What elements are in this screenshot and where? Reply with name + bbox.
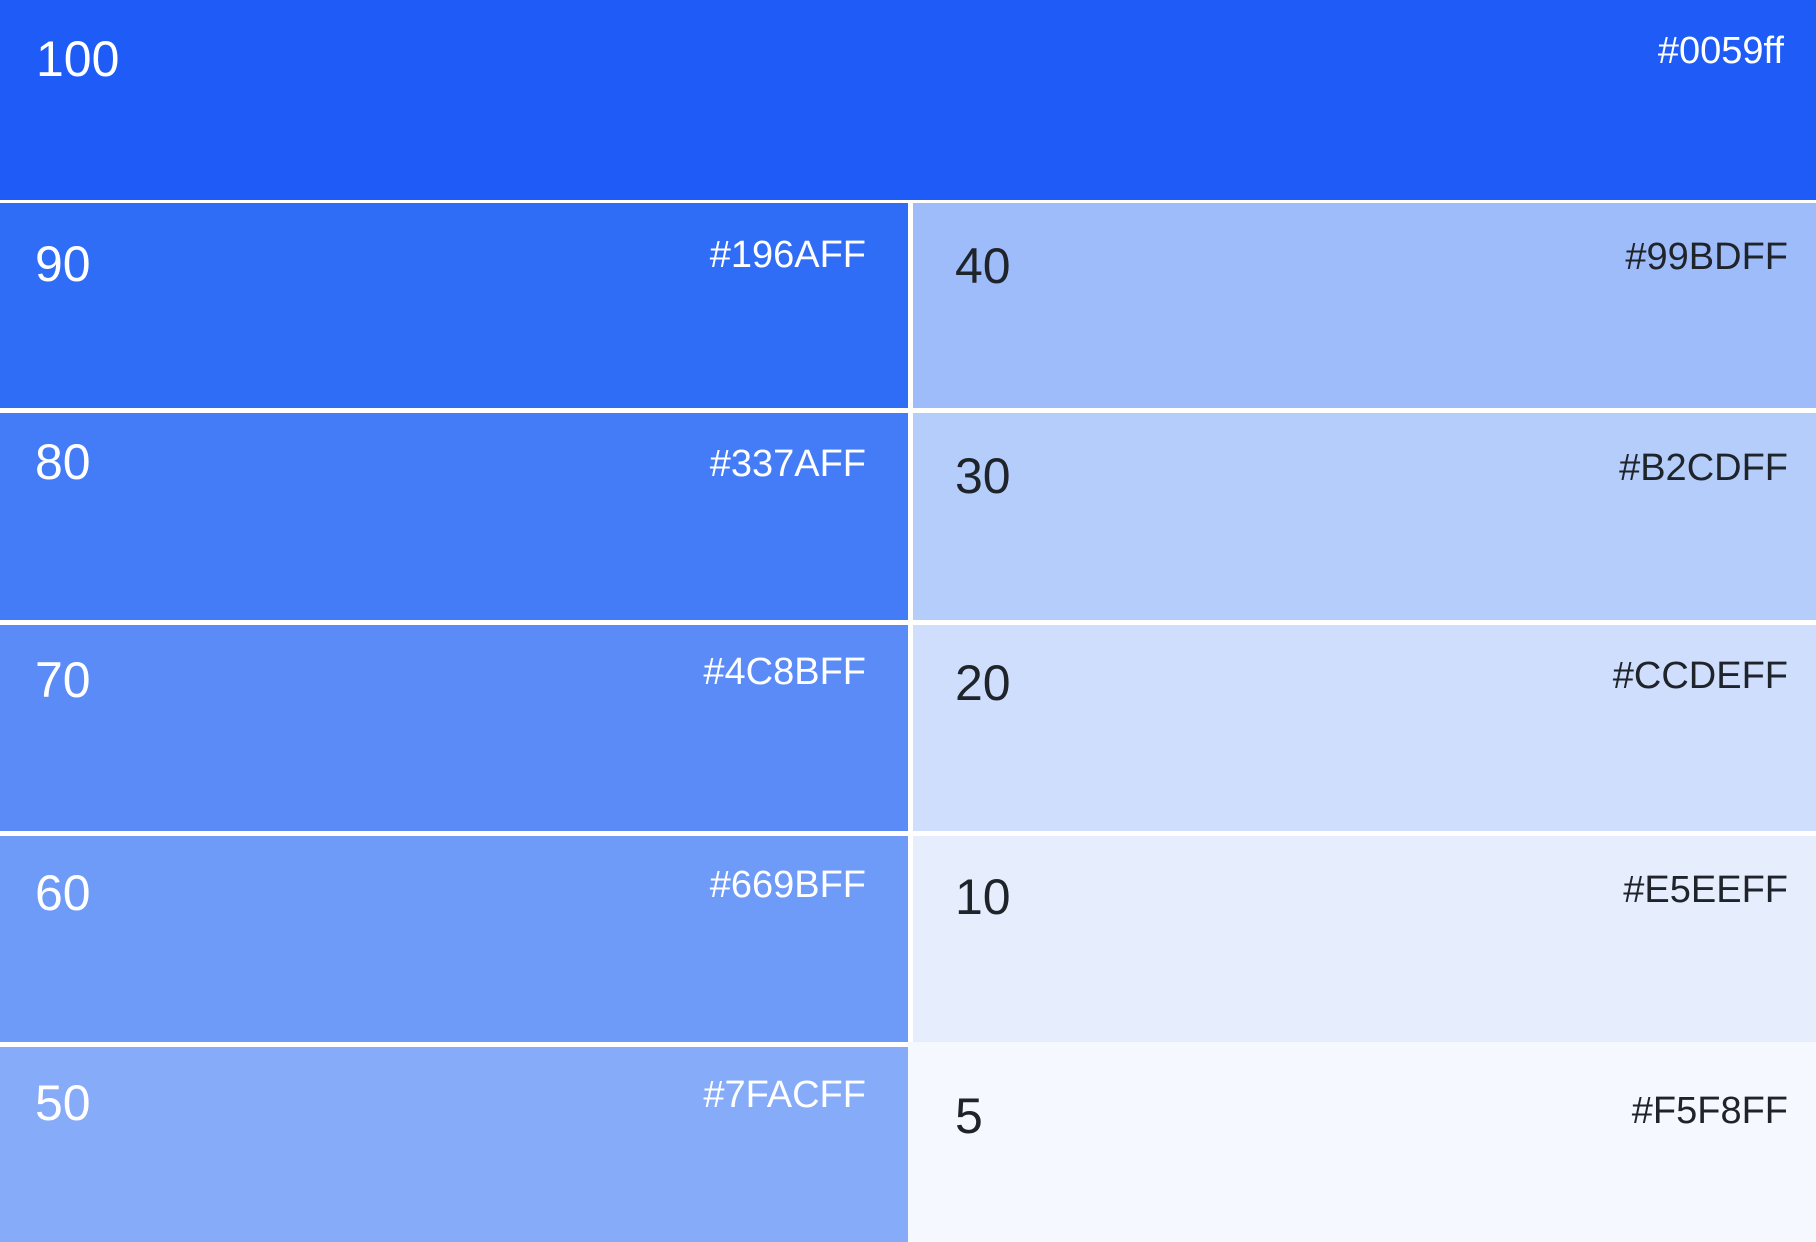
swatch-hex-code: #CCDEFF (1612, 655, 1788, 697)
swatch-hex-code: #B2CDFF (1619, 447, 1788, 489)
swatch-hex-code: #99BDFF (1625, 236, 1788, 278)
swatch-50: 50 #7FACFF (0, 1047, 908, 1242)
swatch-5: 5 #F5F8FF (908, 1042, 1816, 1242)
swatch-step-label: 60 (35, 865, 91, 921)
swatch-20: 20 #CCDEFF (913, 625, 1816, 831)
swatch-hex-code: #0059ff (1657, 30, 1784, 72)
swatch-60: 60 #669BFF (0, 836, 908, 1042)
swatch-hex-code: #669BFF (709, 864, 866, 906)
swatch-70: 70 #4C8BFF (0, 625, 908, 831)
swatch-hex-code: #F5F8FF (1631, 1090, 1788, 1132)
swatch-30: 30 #B2CDFF (913, 413, 1816, 620)
swatch-hex-code: #E5EEFF (1623, 869, 1788, 911)
swatch-40: 40 #99BDFF (913, 203, 1816, 408)
swatch-step-label: 70 (35, 652, 91, 708)
swatch-hex-code: #4C8BFF (703, 651, 866, 693)
swatch-step-label: 10 (955, 869, 1011, 925)
swatch-step-label: 50 (35, 1075, 91, 1131)
swatch-step-label: 100 (36, 31, 120, 87)
swatch-hex-code: #7FACFF (703, 1074, 866, 1116)
swatch-hex-code: #196AFF (709, 234, 866, 276)
swatch-step-label: 20 (955, 655, 1011, 711)
swatch-step-label: 80 (35, 434, 91, 490)
swatch-step-label: 90 (35, 236, 91, 292)
swatch-90: 90 #196AFF (0, 203, 908, 408)
swatch-step-label: 30 (955, 448, 1011, 504)
swatch-80: 80 #337AFF (0, 413, 908, 620)
swatch-hex-code: #337AFF (709, 443, 866, 485)
swatch-step-label: 40 (955, 238, 1011, 294)
swatch-100: 100 #0059ff (0, 0, 1816, 200)
swatch-10: 10 #E5EEFF (913, 836, 1816, 1042)
swatch-step-label: 5 (955, 1088, 983, 1144)
